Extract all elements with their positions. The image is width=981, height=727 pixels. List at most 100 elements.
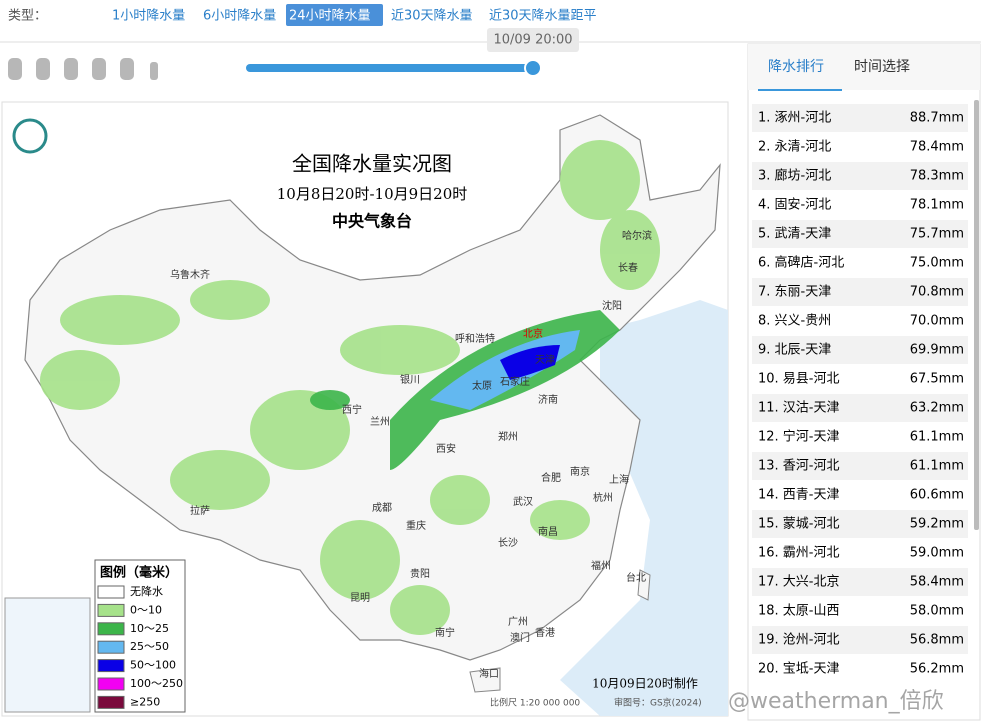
ranking-tab[interactable]: 时间选择	[854, 59, 910, 75]
city-label: 拉萨	[190, 504, 210, 517]
city-label: 西宁	[342, 403, 362, 416]
legend-label: ≥250	[130, 695, 160, 708]
row-bg	[752, 452, 968, 480]
filter-tab[interactable]: 24小时降水量	[289, 9, 371, 24]
station: 2. 永清-河北	[758, 140, 831, 155]
legend-label: 50～100	[130, 659, 176, 672]
rain-value: 67.5mm	[910, 372, 964, 387]
station: 15. 蒙城-河北	[758, 517, 840, 532]
map-footer: 10月09日20时制作	[592, 677, 698, 691]
city-label: 海口	[479, 667, 499, 680]
legend-swatch	[97, 640, 125, 654]
station: 7. 东丽-天津	[758, 285, 831, 300]
rain-value: 78.4mm	[910, 140, 964, 155]
city-label: 南昌	[538, 525, 558, 538]
station: 17. 大兴-北京	[758, 575, 840, 590]
station: 16. 霸州-河北	[758, 546, 840, 561]
ranking-tab[interactable]: 降水排行	[768, 59, 824, 75]
blurred-icons	[8, 58, 158, 80]
city-label: 广州	[508, 616, 528, 628]
station: 8. 兴义-贵州	[758, 314, 831, 329]
city-label: 郑州	[498, 430, 518, 443]
legend-swatch	[97, 659, 125, 673]
station: 3. 廊坊-河北	[758, 168, 831, 184]
row-bg	[752, 626, 968, 654]
rain-value: 56.8mm	[910, 633, 964, 648]
tab-active-bg	[286, 4, 383, 26]
legend-label: 25～50	[130, 640, 169, 653]
city-label: 昆明	[350, 592, 370, 604]
ranking-panel: 降水排行 时间选择 1. 涿州-河北 88.7mm 2. 永清-河北 78.4mm 3. …	[747, 43, 981, 721]
map-scale: 比例尺 1:20 000 000	[490, 697, 580, 709]
station: 11. 汉沽-天津	[758, 401, 840, 416]
legend-swatch	[97, 695, 125, 709]
city-label: 成都	[372, 502, 392, 514]
rain-value: 75.0mm	[910, 256, 964, 271]
station: 20. 宝坻-天津	[758, 661, 840, 677]
station: 14. 西青-天津	[758, 488, 840, 503]
row-bg	[752, 568, 968, 596]
type-label: 类型：	[8, 9, 47, 24]
map-title: 全国降水量实况图	[292, 152, 452, 176]
legend-swatch	[97, 677, 125, 691]
row-bg	[752, 336, 968, 364]
station: 6. 高碑店-河北	[758, 255, 844, 271]
city-label: 福州	[591, 559, 611, 572]
city-label: 香港	[535, 627, 555, 639]
city-label: 澳门	[510, 631, 530, 644]
legend-title: 图例（毫米）	[100, 565, 178, 581]
city-label: 济南	[538, 393, 558, 406]
city-label: 台北	[626, 571, 646, 584]
map-approval: 审图号：GS京(2024)	[614, 697, 702, 709]
legend-swatch	[97, 585, 125, 599]
map-panel: 全国降水量实况图 10月8日20时-10月9日20时 中央气象台 乌鲁木齐 哈尔滨…	[1, 101, 729, 717]
city-label: 长春	[618, 262, 638, 274]
station: 1. 涿州-河北	[758, 111, 831, 126]
legend-label: 0～10	[130, 603, 162, 616]
station: 13. 香河-河北	[758, 459, 840, 474]
row-bg	[752, 278, 968, 306]
station: 19. 沧州-河北	[758, 632, 840, 648]
city-label: 乌鲁木齐	[170, 268, 210, 281]
station: 10. 易县-河北	[758, 372, 840, 387]
city-label: 杭州	[593, 491, 613, 504]
rain-value: 58.4mm	[910, 575, 964, 590]
slider-track[interactable]	[246, 64, 534, 72]
city-label: 北京	[523, 327, 543, 340]
city-label: 长沙	[498, 537, 518, 549]
city-label: 南京	[570, 465, 590, 478]
filter-tab[interactable]: 近30天降水量	[391, 9, 473, 24]
city-label: 银川	[400, 373, 420, 386]
city-label: 石家庄	[500, 375, 530, 388]
rain-value: 70.0mm	[910, 314, 964, 329]
map-agency: 中央气象台	[332, 212, 412, 231]
rain-value: 60.6mm	[910, 488, 964, 503]
row-bg	[752, 510, 968, 538]
rain-value: 63.2mm	[910, 401, 964, 416]
legend-label: 无降水	[130, 584, 163, 598]
rain-value: 70.8mm	[910, 285, 964, 300]
city-label: 贵阳	[410, 567, 430, 580]
station: 9. 北辰-天津	[758, 343, 831, 358]
row-bg	[752, 220, 968, 248]
station: 5. 武清-天津	[758, 227, 831, 242]
map-subtitle: 10月8日20时-10月9日20时	[277, 185, 468, 203]
row-bg	[752, 394, 968, 422]
city-label: 合肥	[541, 471, 561, 484]
city-label: 上海	[609, 473, 629, 486]
city-label: 呼和浩特	[455, 333, 495, 345]
tooltip	[487, 28, 579, 52]
city-label: 沈阳	[602, 299, 622, 312]
rain-value: 78.1mm	[910, 198, 964, 213]
rain-value: 56.2mm	[910, 662, 964, 677]
slider-knob[interactable]	[524, 59, 542, 77]
rain-value: 75.7mm	[910, 227, 964, 242]
station: 4. 固安-河北	[758, 198, 831, 213]
legend-label: 100～250	[130, 677, 183, 690]
rain-value: 59.0mm	[910, 546, 964, 561]
filter-tab[interactable]: 1小时降水量	[112, 9, 185, 24]
filter-tab[interactable]: 6小时降水量	[203, 9, 276, 24]
legend-label: 10～25	[130, 622, 169, 635]
filter-tab[interactable]: 近30天降水量距平	[489, 9, 597, 24]
